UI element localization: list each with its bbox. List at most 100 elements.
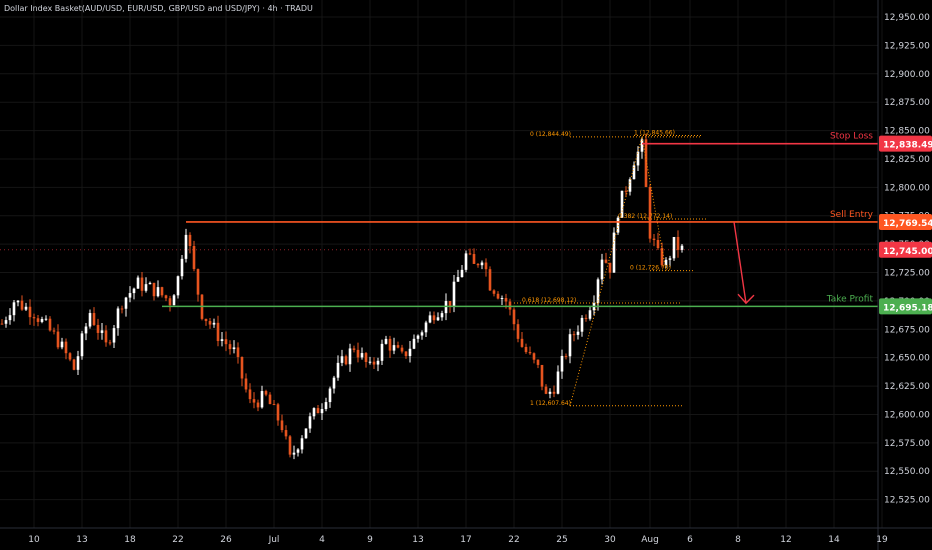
candle-body (292, 452, 296, 455)
grid (0, 0, 883, 528)
candle-body (300, 438, 304, 450)
candle-body (636, 151, 640, 166)
time-tick-label: Aug (641, 535, 659, 545)
candle-body (460, 269, 464, 278)
candle-body (564, 355, 568, 357)
candle-body (640, 139, 644, 152)
candle-body (228, 344, 232, 350)
candle-body (664, 259, 668, 266)
candle-body (132, 288, 136, 294)
candle-body (12, 302, 16, 316)
candle-body (168, 298, 172, 306)
candle-body (208, 321, 212, 325)
candle-body (464, 253, 468, 270)
candle-body (288, 436, 292, 455)
candle-body (264, 391, 268, 395)
price-tick-label: 12,950.00 (884, 13, 930, 23)
candle-body (600, 259, 604, 280)
candle-body (32, 317, 36, 319)
price-tick-label: 12,600.00 (884, 410, 930, 420)
candle-body (492, 290, 496, 294)
candle-body (400, 347, 404, 352)
candle-body (648, 186, 652, 239)
candle-body (76, 356, 80, 370)
candle-body (668, 258, 672, 260)
candle-body (64, 341, 68, 354)
candle-body (152, 282, 156, 297)
candle-body (192, 246, 196, 270)
time-tick-label: 25 (556, 535, 567, 545)
arrow-shaft (733, 221, 747, 304)
time-tick-label: 22 (508, 535, 519, 545)
candle-body (244, 378, 248, 390)
candle-body (516, 324, 520, 339)
candle-body (260, 391, 264, 408)
candle-body (324, 402, 328, 410)
candle-body (552, 391, 556, 394)
price-tick-label: 12,550.00 (884, 467, 930, 477)
candle-body (556, 371, 560, 394)
level-label: Take Profit (826, 294, 874, 304)
candle-body (280, 420, 284, 431)
candle-body (532, 353, 536, 360)
time-tick-label: 26 (220, 535, 232, 545)
candle-body (316, 408, 320, 414)
candle-body (408, 348, 412, 357)
candle-body (432, 315, 436, 321)
candle-body (304, 428, 308, 439)
fib-level-label: 1 (12,607.64) (530, 400, 571, 407)
candle-body (524, 346, 528, 353)
candle-body (660, 248, 664, 266)
projection-arrow (733, 221, 755, 305)
candle-body (52, 330, 56, 332)
candle-body (72, 359, 76, 370)
candle-body (504, 298, 508, 302)
candle-body (92, 313, 96, 325)
candle-body (284, 430, 288, 437)
chart-title: Dollar Index Basket(AUD/USD, EUR/USD, GB… (4, 4, 313, 13)
level-label: Stop Loss (830, 132, 873, 142)
candle-body (496, 293, 500, 299)
price-axis[interactable]: 12,525.00 12,550.00 12,575.00 12,600.00 12,6… (877, 0, 932, 550)
candle-body (560, 355, 564, 372)
candle-body (276, 404, 280, 421)
candle-body (632, 165, 636, 180)
candle-body (388, 338, 392, 351)
candle-body (480, 262, 484, 266)
candle-body (84, 326, 88, 334)
price-tick-label: 12,900.00 (884, 70, 930, 80)
trade-levels: Stop Loss Sell Entry Take Profit (0, 132, 878, 308)
candle-body (136, 277, 140, 289)
candle-body (296, 449, 300, 453)
candle-body (568, 334, 572, 357)
candle-body (368, 361, 372, 363)
candle-body (528, 352, 532, 354)
candle-body (36, 318, 40, 322)
candle-body (364, 353, 368, 362)
time-axis[interactable]: 10 13 18 22 26 Jul 4 9 13 17 22 25 30 Aug 6 8 12 14 19 (0, 527, 932, 545)
time-tick-label: 8 (735, 535, 741, 545)
candle-body (548, 391, 552, 394)
candle-body (332, 377, 336, 389)
candle-body (124, 297, 128, 309)
candle-body (268, 394, 272, 405)
candle-body (468, 253, 472, 255)
candle-body (680, 245, 684, 250)
candle-body (236, 347, 240, 357)
candle-body (272, 404, 276, 406)
time-tick-label: 10 (28, 535, 40, 545)
candle-body (172, 295, 176, 306)
candle-body (652, 238, 656, 241)
candle-body (604, 259, 608, 263)
price-tick-label: 12,925.00 (884, 41, 930, 51)
candle-body (96, 324, 100, 333)
candle-body (488, 269, 492, 291)
candle-body (352, 348, 356, 350)
fibonacci-lines: 0 (12,844.49) 1 (12,845.66) 0.382 (12,772.… (514, 130, 706, 407)
candle-body (184, 234, 188, 259)
price-tick-label: 12,875.00 (884, 98, 930, 108)
candle-body (232, 347, 236, 350)
candle-body (220, 339, 224, 342)
candle-body (396, 345, 400, 348)
